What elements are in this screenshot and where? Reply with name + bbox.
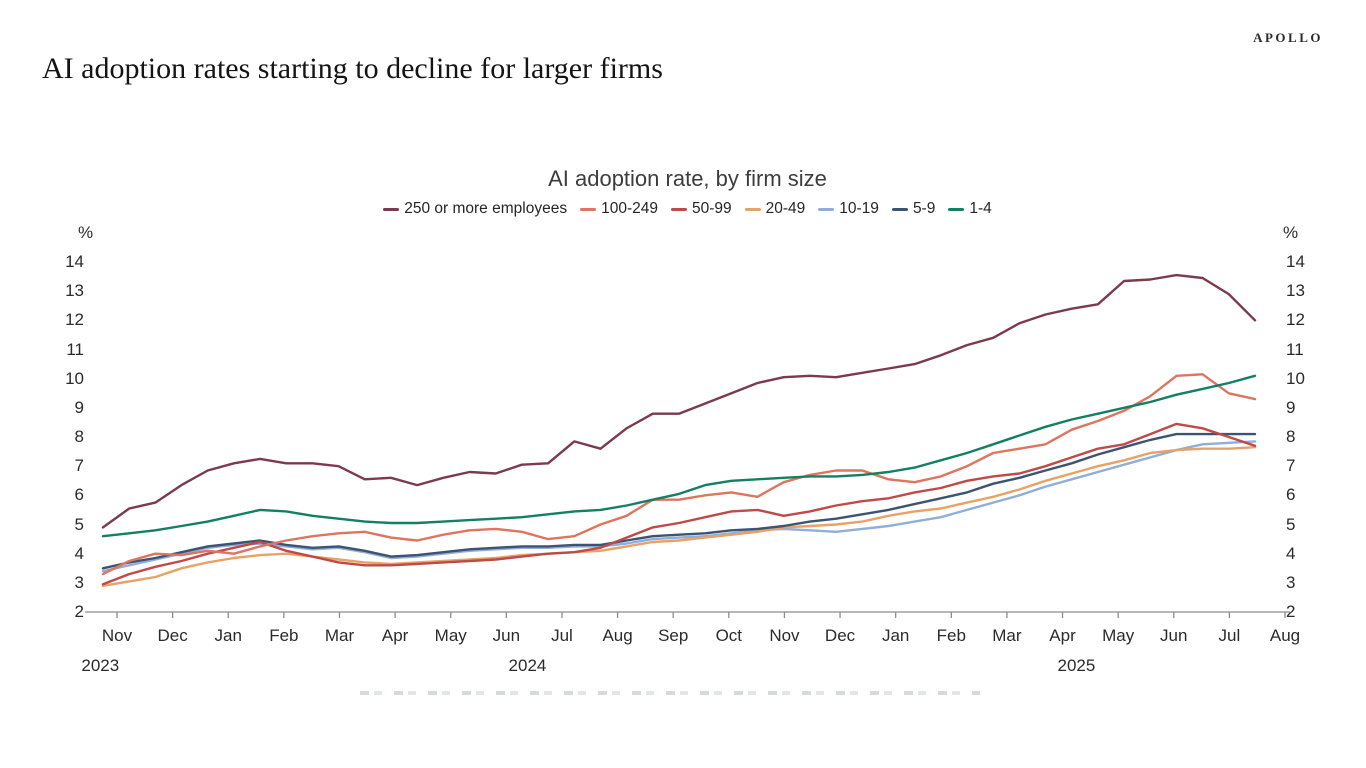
legend-item-250-or-more-employees: 250 or more employees — [383, 200, 567, 218]
legend-swatch-icon — [670, 207, 687, 211]
y-tick-label-left-13: 13 — [65, 281, 84, 301]
x-tick-label-0-nov: Nov — [101, 626, 133, 645]
x-year-label-2024: 2024 — [508, 656, 547, 675]
x-tick-label-5-apr: Apr — [381, 626, 409, 645]
x-tick-label-15-feb: Feb — [936, 626, 966, 645]
legend-swatch-icon — [891, 207, 908, 211]
legend-swatch-icon — [580, 207, 597, 211]
x-tick-label-14-jan: Jan — [881, 626, 910, 645]
series-line-5-9 — [101, 432, 1257, 570]
x-tick-label-16-mar: Mar — [992, 626, 1022, 645]
y-tick-label-right-10: 10 — [1286, 368, 1305, 388]
x-tick-label-6-may: May — [434, 626, 467, 645]
y-tick-label-right-6: 6 — [1286, 485, 1296, 505]
x-tick-label-20-jul: Jul — [1218, 626, 1241, 645]
x-tick-label-19-jun: Jun — [1160, 626, 1188, 645]
legend-item-50-99: 50-99 — [670, 200, 732, 218]
y-tick-label-left-7: 7 — [74, 456, 84, 476]
y-tick-label-left-11: 11 — [66, 339, 84, 359]
y-tick-label-right-13: 13 — [1286, 281, 1305, 301]
y-tick-label-left-8: 8 — [74, 427, 84, 446]
legend-item-100-249: 100-249 — [580, 200, 658, 218]
x-tick-label-10-sep: Sep — [658, 626, 689, 645]
y-tick-label-right-5: 5 — [1286, 514, 1296, 534]
series-line-10-19 — [101, 440, 1257, 573]
series-line-1-4 — [101, 374, 1257, 538]
legend-label: 10-19 — [839, 200, 879, 217]
legend-swatch-icon — [744, 207, 761, 211]
y-tick-label-right-14: 14 — [1286, 252, 1305, 271]
x-tick-label-3-feb: Feb — [269, 626, 299, 645]
legend-label: 250 or more employees — [404, 200, 568, 217]
y-tick-label-left-14: 14 — [65, 252, 84, 271]
legend-label: 5-9 — [912, 200, 936, 217]
series-line-100-249 — [101, 373, 1257, 576]
legend-label: 1-4 — [969, 200, 992, 217]
legend-item-5-9: 5-9 — [891, 200, 936, 218]
x-tick-label-4-mar: Mar — [324, 626, 355, 645]
y-tick-label-right-11: 11 — [1286, 339, 1304, 359]
y-tick-label-right-3: 3 — [1286, 572, 1296, 592]
chart-title: AI adoption rate, by firm size — [548, 166, 827, 191]
x-tick-label-12-nov: Nov — [769, 626, 800, 645]
y-tick-label-right-8: 8 — [1286, 427, 1296, 446]
x-tick-label-11-oct: Oct — [715, 626, 743, 645]
chart-legend: 250 or more employees 100-249 50-99 20-49 10… — [85, 200, 1290, 218]
y-tick-label-right-12: 12 — [1286, 310, 1305, 330]
y-axis-unit-right: % — [1283, 223, 1299, 242]
y-tick-label-left-6: 6 — [74, 485, 84, 505]
apollo-logo: APOLLO — [1253, 30, 1323, 45]
x-year-label-2023: 2023 — [81, 656, 120, 675]
x-tick-label-17-apr: Apr — [1049, 626, 1076, 645]
x-tick-label-13-dec: Dec — [824, 626, 856, 645]
y-tick-label-right-7: 7 — [1286, 456, 1296, 476]
series-line-50-99 — [101, 422, 1257, 586]
y-tick-label-right-4: 4 — [1286, 543, 1296, 563]
y-tick-label-right-2: 2 — [1286, 602, 1296, 621]
y-tick-label-left-5: 5 — [74, 514, 84, 534]
legend-swatch-icon — [818, 207, 835, 211]
y-tick-label-right-9: 9 — [1286, 397, 1296, 417]
x-tick-label-1-dec: Dec — [157, 626, 188, 645]
legend-label: 50-99 — [691, 200, 732, 217]
x-tick-label-7-jun: Jun — [492, 626, 521, 645]
x-tick-label-18-may: May — [1102, 626, 1135, 645]
y-tick-label-left-12: 12 — [65, 310, 84, 330]
x-tick-label-9-aug: Aug — [602, 626, 633, 645]
legend-swatch-icon — [383, 207, 400, 211]
y-tick-label-left-4: 4 — [74, 543, 84, 563]
y-axis-unit-left: % — [78, 223, 94, 242]
legend-item-10-19: 10-19 — [818, 200, 879, 218]
legend-item-1-4: 1-4 — [948, 200, 992, 218]
series-line-20-49 — [101, 446, 1257, 587]
y-tick-label-left-10: 10 — [65, 368, 84, 388]
x-tick-label-2-jan: Jan — [214, 626, 242, 645]
legend-label: 20-49 — [765, 200, 806, 217]
legend-item-20-49: 20-49 — [744, 200, 806, 218]
x-tick-label-21-aug: Aug — [1269, 626, 1301, 645]
legend-label: 100-249 — [601, 200, 658, 217]
legend-swatch-icon — [948, 207, 965, 211]
x-tick-label-8-jul: Jul — [551, 626, 573, 645]
series-line-250-or-more-employees — [101, 273, 1257, 529]
y-tick-label-left-9: 9 — [74, 397, 84, 417]
y-tick-label-left-3: 3 — [74, 572, 84, 592]
x-year-label-2025: 2025 — [1057, 656, 1096, 675]
page-title: AI adoption rates starting to decline fo… — [42, 52, 663, 85]
y-tick-label-left-2: 2 — [74, 602, 84, 621]
source-note-clipped — [360, 691, 980, 695]
